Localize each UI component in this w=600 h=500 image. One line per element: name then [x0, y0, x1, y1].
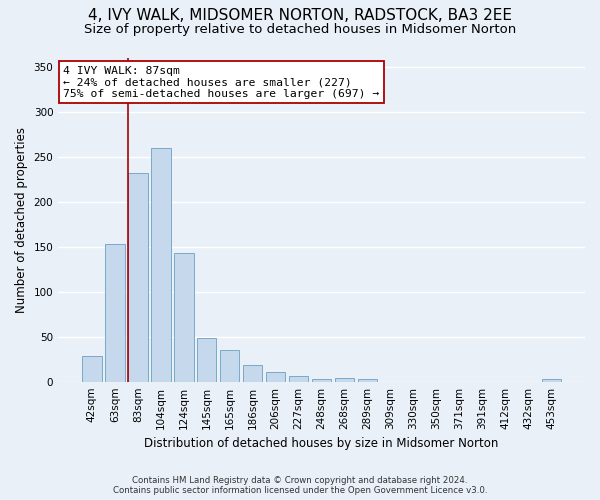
Bar — [220, 350, 239, 382]
Text: 4, IVY WALK, MIDSOMER NORTON, RADSTOCK, BA3 2EE: 4, IVY WALK, MIDSOMER NORTON, RADSTOCK, … — [88, 8, 512, 22]
Bar — [243, 366, 262, 382]
Bar — [266, 372, 286, 382]
Bar — [105, 244, 125, 382]
Text: 4 IVY WALK: 87sqm
← 24% of detached houses are smaller (227)
75% of semi-detache: 4 IVY WALK: 87sqm ← 24% of detached hous… — [64, 66, 380, 99]
Text: Contains HM Land Registry data © Crown copyright and database right 2024.
Contai: Contains HM Land Registry data © Crown c… — [113, 476, 487, 495]
X-axis label: Distribution of detached houses by size in Midsomer Norton: Distribution of detached houses by size … — [145, 437, 499, 450]
Bar — [174, 253, 194, 382]
Bar — [82, 356, 101, 382]
Bar — [312, 379, 331, 382]
Bar — [542, 379, 561, 382]
Text: Size of property relative to detached houses in Midsomer Norton: Size of property relative to detached ho… — [84, 22, 516, 36]
Bar — [197, 338, 217, 382]
Bar — [151, 148, 170, 382]
Bar — [335, 378, 355, 382]
Bar — [289, 376, 308, 382]
Bar — [128, 173, 148, 382]
Y-axis label: Number of detached properties: Number of detached properties — [15, 126, 28, 312]
Bar — [358, 379, 377, 382]
